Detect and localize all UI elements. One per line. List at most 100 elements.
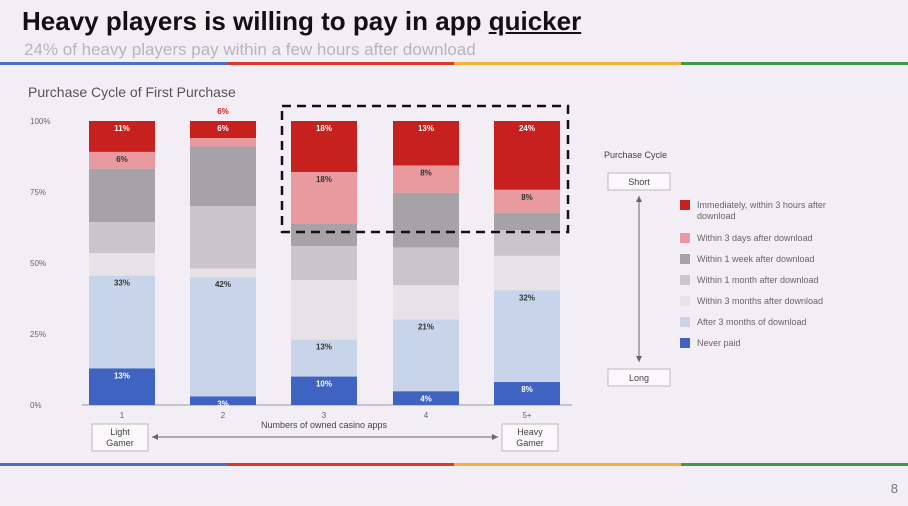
bar-segment bbox=[190, 396, 256, 405]
bar-segment bbox=[89, 222, 155, 254]
legend-swatch bbox=[680, 233, 690, 243]
bar-segment bbox=[89, 151, 155, 169]
rule-segment-blue bbox=[0, 62, 227, 65]
bar-data-label: 8% bbox=[420, 168, 432, 177]
bar-segment bbox=[190, 121, 256, 139]
bar-segment bbox=[190, 146, 256, 207]
bar-data-label: 24% bbox=[519, 124, 535, 133]
scale-short-label: Short bbox=[628, 177, 650, 187]
highlight-box bbox=[280, 104, 570, 234]
x-tick-label: 3 bbox=[322, 411, 327, 420]
legend-swatch bbox=[680, 275, 690, 285]
bar-segment bbox=[89, 253, 155, 276]
legend-swatch bbox=[680, 254, 690, 264]
bar-data-label: 8% bbox=[521, 385, 533, 394]
bars bbox=[89, 121, 560, 405]
bar-data-label: 13% bbox=[114, 371, 130, 380]
bar-segment bbox=[393, 319, 459, 392]
bar-data-label: 11% bbox=[114, 124, 130, 133]
bar-data-label: 13% bbox=[418, 124, 434, 133]
legend-label: Within 3 months after download bbox=[697, 296, 823, 306]
legend-title: Purchase Cycle bbox=[604, 150, 667, 160]
legend-swatch bbox=[680, 200, 690, 210]
legend-label: Never paid bbox=[697, 338, 741, 348]
scale-arrow-down bbox=[636, 356, 642, 362]
legend-label: After 3 months of download bbox=[697, 317, 807, 327]
y-tick-label: 75% bbox=[30, 188, 46, 197]
x-tick-label: 2 bbox=[221, 411, 226, 420]
bar-segment bbox=[190, 277, 256, 397]
legend-label: Within 3 days after download bbox=[697, 233, 813, 243]
legend-swatch bbox=[680, 338, 690, 348]
bar-segment bbox=[393, 285, 459, 320]
page-subtitle: 24% of heavy players pay within a few ho… bbox=[24, 40, 476, 59]
page-number: 8 bbox=[890, 481, 898, 496]
heavy-gamer-label: Heavy Gamer bbox=[516, 427, 544, 448]
bar-segment bbox=[291, 121, 357, 173]
bar-segment bbox=[393, 192, 459, 248]
scale-long-box bbox=[607, 368, 671, 387]
bar-segment bbox=[291, 280, 357, 340]
bar-data-label: 42% bbox=[215, 280, 231, 289]
bar-data-label: 10% bbox=[316, 380, 332, 389]
stacked-bar-chart: Purchase Cycle of First Purchase 0% 25% 50… bbox=[28, 84, 826, 452]
bar-segment bbox=[393, 391, 459, 405]
bar-data-label: 21% bbox=[418, 322, 434, 331]
x-tick-label: 4 bbox=[424, 411, 429, 420]
y-tick-label: 100% bbox=[30, 117, 50, 126]
page-title: Heavy players is willing to pay in app q… bbox=[22, 6, 581, 37]
x-tick-label: 5+ bbox=[522, 411, 531, 420]
rule-segment-red bbox=[227, 463, 454, 466]
y-tick-label: 0% bbox=[30, 401, 42, 410]
rule-segment-yellow bbox=[454, 62, 681, 65]
rule-segment-blue bbox=[0, 463, 227, 466]
bar-data-label: 18% bbox=[316, 124, 332, 133]
legend-label: Within 1 week after download bbox=[697, 254, 815, 264]
bar-segment bbox=[291, 245, 357, 281]
bar-data-label: 32% bbox=[519, 293, 535, 302]
bar-data-label: 13% bbox=[316, 343, 332, 352]
data-labels: 11% 6% 33% 13% 6% 42% 3% 6% 18% 18% 13% 10% 13% 8% 21%… bbox=[114, 107, 535, 408]
bar-segment bbox=[291, 223, 357, 246]
bar-segment bbox=[494, 189, 560, 213]
bar-top-label: 6% bbox=[217, 107, 229, 116]
bar-segment bbox=[494, 230, 560, 256]
x-tick-label: 1 bbox=[120, 411, 125, 420]
x-axis: 1 2 3 4 5+ bbox=[120, 411, 532, 420]
legend-label: Within 1 month after download bbox=[697, 275, 819, 285]
legend: Immediately, within 3 hours after downloa… bbox=[680, 200, 826, 348]
bar-segment bbox=[494, 382, 560, 405]
rule-segment-green bbox=[681, 463, 908, 466]
bar-segment bbox=[291, 339, 357, 377]
scale-long-label: Long bbox=[629, 373, 649, 383]
bar-data-label: 6% bbox=[116, 155, 128, 164]
bar-segment bbox=[393, 165, 459, 193]
bar-segment bbox=[89, 121, 155, 152]
y-tick-label: 50% bbox=[30, 259, 46, 268]
bar-segment bbox=[291, 376, 357, 405]
y-tick-label: 25% bbox=[30, 330, 46, 339]
gamer-range-arrow-left bbox=[152, 434, 158, 440]
chart-title: Purchase Cycle of First Purchase bbox=[28, 84, 236, 100]
bar-data-label: 3% bbox=[217, 399, 229, 408]
bar-segment bbox=[393, 121, 459, 166]
bar-segment bbox=[291, 172, 357, 224]
heavy-gamer-box bbox=[501, 423, 559, 452]
bar-segment bbox=[494, 290, 560, 383]
bar-segment bbox=[89, 275, 155, 369]
bar-data-label: 33% bbox=[114, 279, 130, 288]
rule-segment-red bbox=[227, 62, 454, 65]
light-gamer-box bbox=[91, 423, 149, 452]
bar-segment bbox=[190, 268, 256, 278]
rule-segment-green bbox=[681, 62, 908, 65]
rule-segment-yellow bbox=[454, 463, 681, 466]
bar-segment bbox=[89, 368, 155, 405]
legend-swatch bbox=[680, 317, 690, 327]
page-title-main: Heavy players is willing to pay in app bbox=[22, 6, 489, 36]
bar-segment bbox=[494, 255, 560, 291]
bar-data-label: 18% bbox=[316, 175, 332, 184]
bar-segment bbox=[190, 138, 256, 147]
light-gamer-label: Light Gamer bbox=[106, 427, 134, 448]
top-color-rule bbox=[0, 62, 908, 65]
x-axis-label: Numbers of owned casino apps bbox=[261, 420, 388, 430]
